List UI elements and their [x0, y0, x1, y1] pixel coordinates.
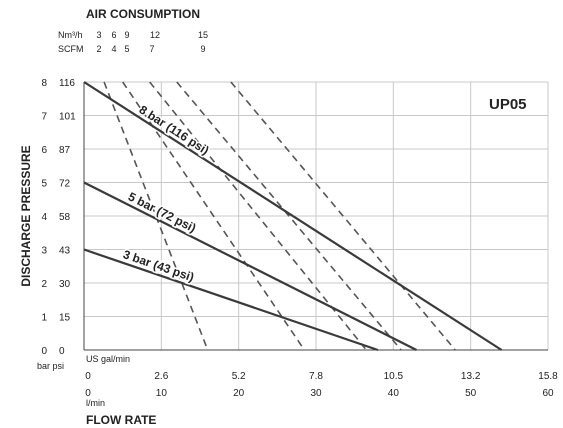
x-axis-title: FLOW RATE — [86, 413, 156, 427]
axes — [83, 82, 548, 351]
air-curve — [176, 81, 402, 351]
y-tick-bar: 1 — [41, 313, 47, 324]
x-tick-usgal: 2.6 — [154, 371, 168, 382]
x-tick-usgal: 7.8 — [309, 371, 323, 382]
x-tick-usgal: 10.5 — [384, 371, 404, 382]
air-row2-tick: 4 — [111, 44, 116, 54]
air-row1-tick: 9 — [124, 30, 129, 40]
x-tick-lmin: 50 — [465, 388, 477, 399]
y-units-label: bar psi — [37, 361, 64, 371]
y-tick-psi: 0 — [59, 346, 65, 357]
series-line — [83, 181, 417, 351]
y-axis-title: DISCHARGE PRESSURE — [19, 145, 33, 286]
air-row2-unit: SCFM — [58, 44, 84, 54]
labels: AIR CONSUMPTION Nm³/h SCFM UP05 DISCHARG… — [19, 7, 527, 427]
y-tick-bar: 6 — [41, 145, 47, 156]
series-line — [83, 81, 503, 351]
y-tick-psi: 30 — [59, 279, 71, 290]
air-row1-tick: 15 — [198, 30, 208, 40]
x-tick-lmin: 40 — [388, 388, 400, 399]
y-tick-bar: 7 — [41, 112, 47, 123]
x-tick-lmin: 60 — [542, 388, 554, 399]
air-row1-tick: 3 — [96, 30, 101, 40]
air-row2-tick: 2 — [96, 44, 101, 54]
y-tick-psi: 101 — [59, 112, 76, 123]
y-tick-psi: 15 — [59, 313, 71, 324]
grid — [84, 81, 549, 350]
y-tick-psi: 72 — [59, 179, 71, 190]
x-tick-usgal: 13.2 — [461, 371, 481, 382]
y-tick-bar: 8 — [41, 78, 47, 89]
y-tick-bar: 5 — [41, 179, 47, 190]
x-tick-lmin: 0 — [85, 388, 91, 399]
air-row1-tick: 6 — [111, 30, 116, 40]
air-row2-tick: 7 — [149, 44, 154, 54]
y-tick-psi: 43 — [59, 246, 71, 257]
air-row1-tick: 12 — [150, 30, 160, 40]
x-usgal-label: US gal/min — [86, 354, 130, 364]
x-lmin-label: l/min — [86, 398, 105, 408]
x-tick-lmin: 20 — [233, 388, 245, 399]
air-curve — [149, 81, 367, 351]
chart-title: AIR CONSUMPTION — [86, 7, 200, 21]
y-tick-bar: 2 — [41, 279, 47, 290]
x-tick-lmin: 30 — [310, 388, 322, 399]
x-tick-usgal: 0 — [85, 371, 91, 382]
y-tick-bar: 0 — [41, 346, 47, 357]
air-row2-tick: 5 — [124, 44, 129, 54]
y-tick-psi: 87 — [59, 145, 71, 156]
y-tick-bar: 3 — [41, 246, 47, 257]
air-row1-unit: Nm³/h — [58, 30, 83, 40]
series-label: 5 bar (72 psi) — [126, 189, 198, 235]
air-curve — [230, 81, 456, 351]
model-label: UP05 — [489, 96, 527, 113]
y-tick-psi: 116 — [59, 78, 75, 89]
y-tick-bar: 4 — [41, 212, 47, 223]
x-tick-usgal: 5.2 — [232, 371, 246, 382]
x-tick-lmin: 10 — [156, 388, 168, 399]
series-line — [83, 248, 379, 352]
air-row2-tick: 9 — [200, 44, 205, 54]
x-tick-usgal: 15.8 — [538, 371, 558, 382]
y-tick-psi: 58 — [59, 212, 71, 223]
